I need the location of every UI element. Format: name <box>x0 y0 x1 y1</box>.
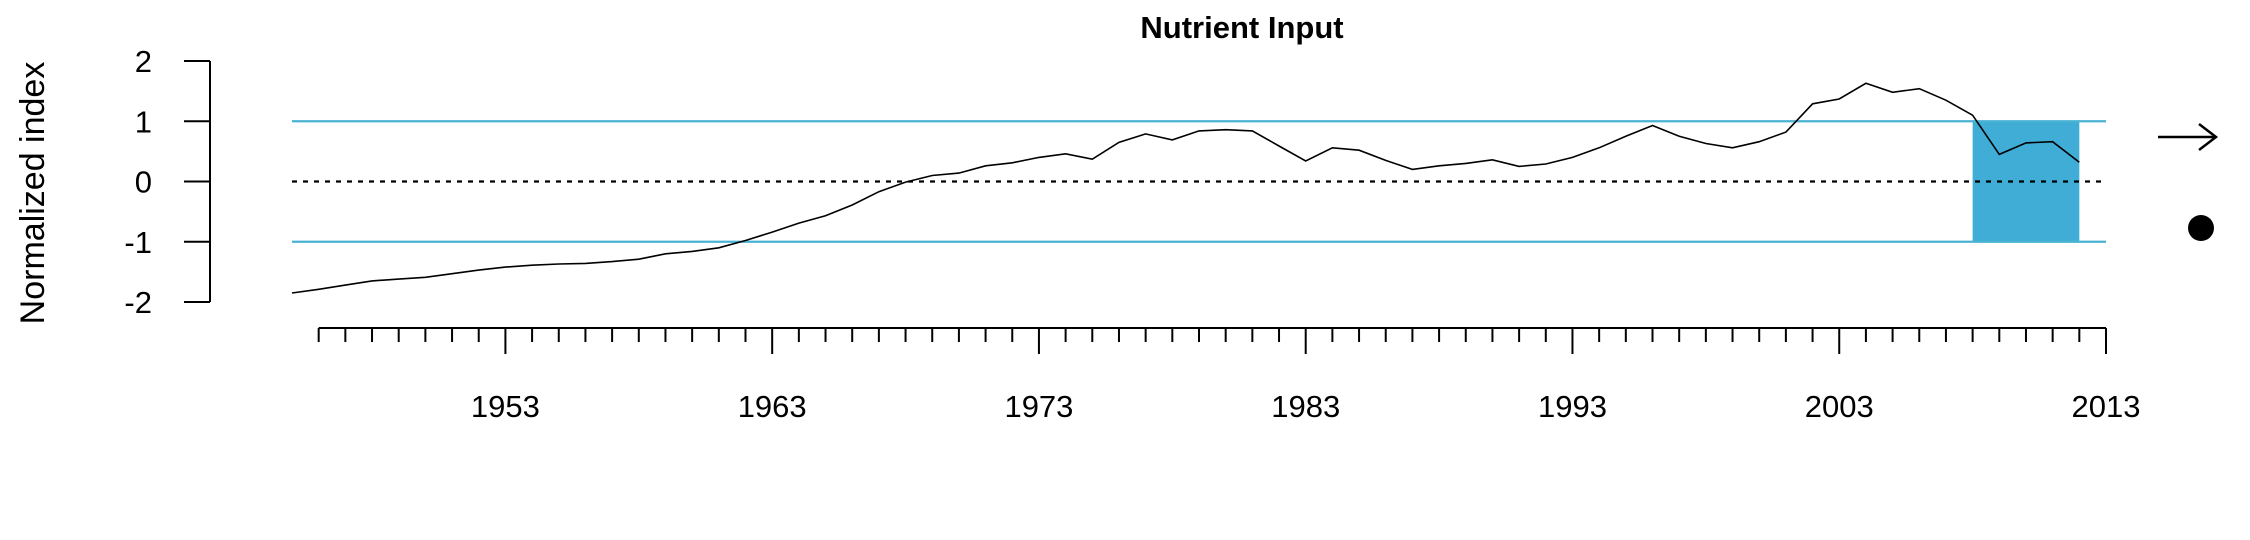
x-tick-label: 1993 <box>1538 389 1607 424</box>
x-tick-label: 1963 <box>738 389 807 424</box>
y-tick-label: 2 <box>135 44 152 79</box>
series-line <box>291 82 2080 294</box>
x-tick-label: 2013 <box>2072 389 2141 424</box>
y-tick-label: -2 <box>124 285 152 320</box>
x-tick-label: 1953 <box>471 389 540 424</box>
y-axis: -2 -1 0 1 2 <box>124 44 211 320</box>
trend-arrow-icon <box>2158 123 2219 151</box>
x-tick-label: 1983 <box>1271 389 1340 424</box>
y-tick-label: 0 <box>135 165 152 200</box>
y-tick-label: -1 <box>124 225 152 260</box>
chart-title: Nutrient Input <box>1140 10 1343 45</box>
y-axis-label: Normalized index <box>14 62 52 325</box>
x-axis: 1953 1963 1973 1983 1993 2003 2013 <box>317 327 2141 424</box>
x-tick-label: 2003 <box>1805 389 1874 424</box>
y-tick-label: 1 <box>135 104 152 139</box>
plot-area <box>291 82 2106 294</box>
status-dot-icon <box>2188 215 2214 241</box>
x-tick-label: 1973 <box>1004 389 1073 424</box>
